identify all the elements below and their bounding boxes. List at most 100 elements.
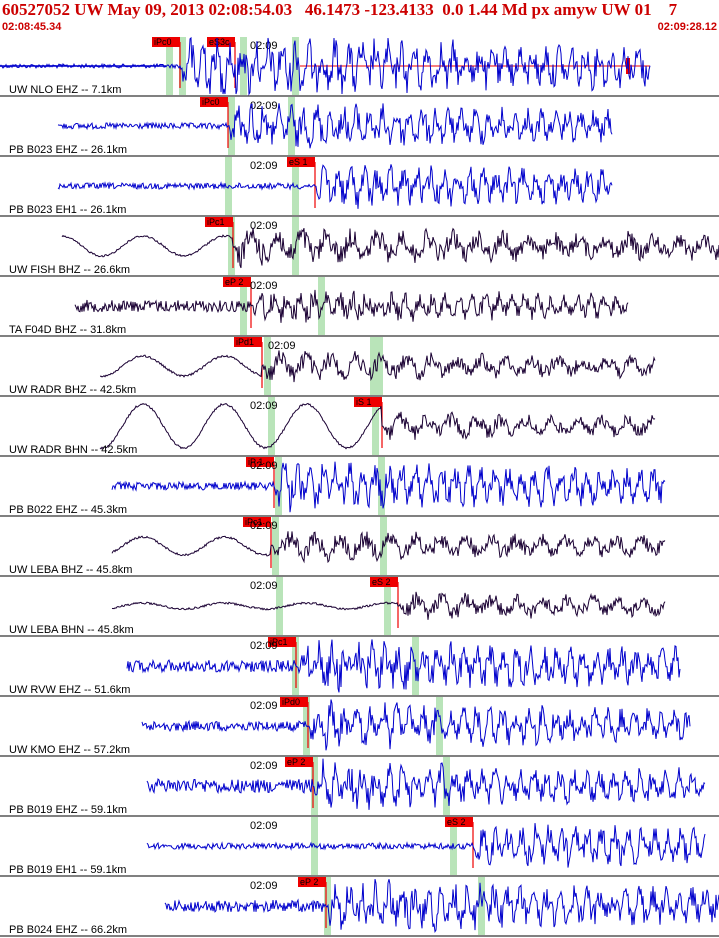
travel-time-window [443, 757, 450, 815]
pick-label: eS 2 [447, 817, 466, 827]
trace-row: iP 102:09 PB B022 EHZ -- 45.3km [0, 457, 719, 517]
waveform [99, 350, 656, 383]
end-time: 02:09:28.12 [657, 21, 717, 33]
trace-row: iPc0 02:09 PB B023 EHZ -- 26.1km [0, 97, 719, 157]
waveform [126, 639, 681, 693]
waveform [74, 289, 629, 323]
waveform [0, 36, 651, 96]
tick-label: 02:09 [250, 160, 278, 172]
waveform [146, 823, 706, 868]
station-label: UW LEBA BHN -- 45.8km [9, 624, 134, 636]
pick-tag [207, 37, 235, 47]
trace-row: eS 1 02:09 PB B023 EH1 -- 26.1km [0, 157, 719, 217]
pick-tag [370, 577, 398, 587]
station-label: UW RADR BHZ -- 42.5km [9, 384, 136, 396]
travel-time-window [384, 577, 391, 635]
tick-label: 02:09 [250, 40, 278, 52]
pick-label: iPd0 [282, 697, 300, 707]
station-label: UW KMO EHZ -- 57.2km [9, 744, 130, 756]
trace-row: iPc0 eS3c 02:09 UW NLO EHZ -- 7.1km [0, 36, 719, 97]
tick-label: 02:09 [250, 640, 278, 652]
tick-label: 02:09 [250, 880, 278, 892]
tick-label: 02:09 [250, 760, 278, 772]
station-label: PB B023 EHZ -- 26.1km [9, 144, 127, 156]
pick-label: iPc1 [207, 217, 225, 227]
station-label: PB B022 EHZ -- 45.3km [9, 504, 127, 516]
pick-tag [152, 37, 180, 47]
pick-label: eP 2 [300, 877, 318, 887]
trace-row: iS 1 02:09 UW RADR BHN -- 42.5km [0, 397, 719, 457]
tick-label: 02:09 [250, 220, 278, 232]
pick-label: iPc0 [202, 97, 220, 107]
pick-tag [445, 817, 473, 827]
travel-time-window [292, 157, 299, 215]
tick-label: 02:09 [250, 820, 278, 832]
station-label: UW LEBA BHZ -- 45.8km [9, 564, 132, 576]
pick-tag [243, 517, 271, 527]
tick-label: 02:09 [268, 340, 296, 352]
travel-time-window [275, 457, 282, 515]
start-time: 02:08:45.34 [2, 21, 62, 33]
station-label: PB B024 EHZ -- 66.2km [9, 924, 127, 936]
pick-tag [285, 757, 313, 767]
trace-row: iPd0 02:09 UW KMO EHZ -- 57.2km [0, 697, 719, 757]
pick-label: iPc1 [245, 517, 263, 527]
pick-tag [287, 157, 315, 167]
travel-time-window [272, 517, 279, 575]
station-label: UW NLO EHZ -- 7.1km [9, 84, 121, 96]
pick-label: iPc0 [154, 37, 172, 47]
travel-time-window [228, 217, 235, 275]
waveform [99, 402, 656, 450]
waveform [111, 461, 666, 513]
trace-row: eS 2 02:09 PB B019 EH1 -- 59.1km [0, 817, 719, 877]
pick-label: eS3c [209, 37, 230, 47]
station-label: PB B019 EH1 -- 59.1km [9, 864, 126, 876]
travel-time-window [292, 37, 299, 95]
station-label: PB B023 EH1 -- 26.1km [9, 204, 126, 216]
pick-tag [280, 697, 308, 707]
pick-label: eS 2 [372, 577, 391, 587]
waveform [57, 103, 613, 149]
event-title: 60527052 UW May 09, 2013 02:08:54.03 46.… [2, 0, 678, 19]
pick-tag [223, 277, 251, 287]
travel-time-window [288, 97, 295, 155]
waveform [111, 591, 666, 620]
travel-time-window [268, 397, 275, 455]
station-label: TA F04D BHZ -- 31.8km [9, 324, 126, 336]
travel-time-window [264, 337, 271, 395]
waveform [61, 227, 719, 269]
pick-tag [246, 457, 274, 467]
travel-time-window [276, 577, 283, 635]
travel-time-window [179, 37, 186, 95]
travel-time-window [436, 697, 443, 755]
pick-label: eP 2 [287, 757, 305, 767]
trace-row: eS 2 02:09 UW LEBA BHN -- 45.8km [0, 577, 719, 637]
trace-row: iPc1 02:09 UW FISH BHZ -- 26.6km [0, 217, 719, 277]
station-label: UW RVW EHZ -- 51.6km [9, 684, 130, 696]
waveform [57, 164, 613, 209]
pick-tag [234, 337, 262, 347]
pick-label: eP 2 [225, 277, 243, 287]
pick-label: iP 1 [248, 457, 263, 467]
travel-time-window [318, 277, 325, 335]
tick-label: 02:09 [250, 100, 278, 112]
tick-label: 02:09 [250, 520, 278, 532]
trace-row: eP 2 02:09 TA F04D BHZ -- 31.8km [0, 277, 719, 337]
travel-time-window [376, 337, 383, 395]
pick-label: iS 1 [356, 397, 372, 407]
travel-time-window [228, 97, 235, 155]
seismogram-plot: iPc0 eS3c 02:09 UW NLO EHZ -- 7.1km iPc0 02:0… [0, 36, 719, 937]
tick-label: 02:09 [250, 580, 278, 592]
travel-time-window [372, 397, 379, 455]
pick-tag [268, 637, 296, 647]
pick-label: iPc1 [270, 637, 288, 647]
station-label: UW RADR BHN -- 42.5km [9, 444, 137, 456]
waveform [111, 531, 666, 564]
pick-label: iPd1 [236, 337, 254, 347]
amplitude-marker [626, 58, 630, 74]
station-label: PB B019 EHZ -- 59.1km [9, 804, 127, 816]
pick-tag [200, 97, 228, 107]
pick-tag [298, 877, 326, 887]
